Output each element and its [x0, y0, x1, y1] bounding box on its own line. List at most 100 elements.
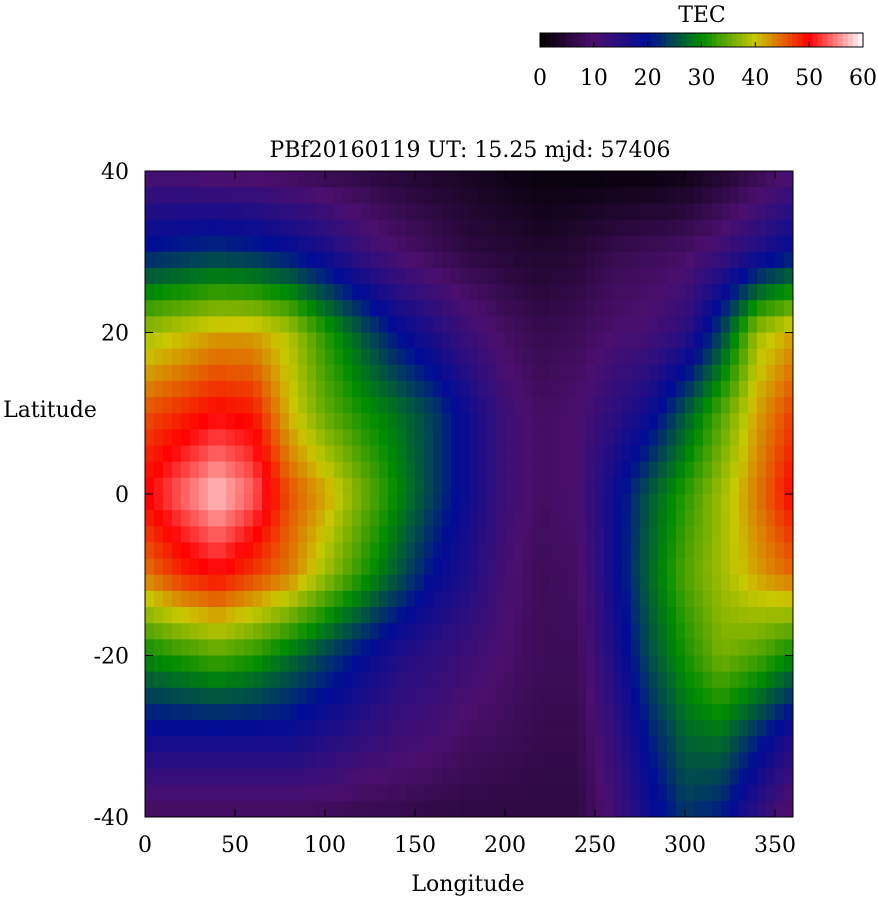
heatmap-cell — [217, 203, 227, 220]
heatmap-cell — [775, 203, 785, 220]
heatmap-cell — [748, 332, 758, 350]
heatmap-cell — [559, 171, 569, 188]
heatmap-cell — [235, 219, 245, 237]
heatmap-cell — [433, 413, 443, 430]
heatmap-cell — [379, 784, 389, 802]
heatmap-cell — [703, 768, 713, 786]
heatmap-cell — [541, 703, 551, 721]
heatmap-cell — [451, 639, 461, 656]
heatmap-cell — [550, 784, 560, 802]
heatmap-cell — [712, 348, 722, 366]
heatmap-cell — [226, 720, 236, 737]
heatmap-cell — [703, 655, 713, 673]
heatmap-cell — [208, 397, 218, 414]
heatmap-cell — [199, 413, 209, 430]
heatmap-cell — [514, 736, 524, 753]
heatmap-cell — [442, 703, 452, 721]
heatmap-cell — [334, 397, 344, 414]
heatmap-cell — [343, 526, 353, 543]
heatmap-cell — [244, 251, 254, 269]
heatmap-cell — [145, 687, 155, 705]
colorbar-swatch — [767, 33, 773, 47]
heatmap-cell — [505, 219, 515, 237]
heatmap-cell — [667, 187, 677, 204]
heatmap-cell — [613, 768, 623, 786]
heatmap-cell — [190, 316, 200, 333]
heatmap-cell — [541, 542, 551, 560]
heatmap-cell — [415, 251, 425, 269]
heatmap-cell — [460, 187, 470, 204]
heatmap-cell — [712, 768, 722, 786]
heatmap-cell — [640, 445, 650, 463]
heatmap-cell — [244, 590, 254, 608]
heatmap-cell — [622, 364, 632, 382]
heatmap-cell — [469, 768, 479, 786]
heatmap-cell — [721, 542, 731, 560]
heatmap-cell — [424, 671, 434, 689]
heatmap-cell — [757, 203, 767, 220]
heatmap-cell — [748, 429, 758, 447]
heatmap-cell — [415, 510, 425, 527]
heatmap-cell — [613, 639, 623, 656]
heatmap-cell — [694, 235, 704, 253]
heatmap-cell — [226, 445, 236, 463]
heatmap-cell — [379, 380, 389, 398]
heatmap-cell — [694, 510, 704, 527]
heatmap-cell — [325, 558, 335, 576]
heatmap-cell — [352, 623, 362, 640]
heatmap-cell — [694, 752, 704, 770]
heatmap-cell — [577, 235, 587, 253]
heatmap-cell — [433, 558, 443, 576]
heatmap-cell — [550, 768, 560, 786]
heatmap-cell — [739, 655, 749, 673]
heatmap-cell — [361, 251, 371, 269]
heatmap-cell — [487, 784, 497, 802]
heatmap-cell — [469, 526, 479, 543]
heatmap-cell — [577, 397, 587, 414]
heatmap-cell — [208, 171, 218, 188]
colorbar-swatch — [807, 33, 814, 47]
heatmap-cell — [388, 477, 398, 495]
heatmap-cell — [586, 219, 596, 237]
heatmap-cell — [658, 251, 668, 269]
heatmap-cell — [451, 494, 461, 511]
heatmap-cell — [262, 671, 272, 689]
heatmap-cell — [577, 720, 587, 737]
heatmap-cell — [532, 752, 542, 770]
heatmap-cell — [640, 284, 650, 301]
heatmap-cell — [208, 639, 218, 656]
heatmap-cell — [541, 445, 551, 463]
heatmap-cell — [316, 768, 326, 786]
heatmap-cell — [370, 477, 380, 495]
heatmap-cell — [568, 800, 578, 818]
heatmap-cell — [730, 364, 740, 382]
heatmap-cell — [217, 607, 227, 624]
heatmap-cell — [622, 187, 632, 204]
heatmap-cell — [235, 364, 245, 382]
heatmap-cell — [739, 574, 749, 592]
heatmap-cell — [199, 348, 209, 366]
heatmap-cell — [478, 752, 488, 770]
heatmap-cell — [631, 703, 641, 721]
heatmap-cell — [685, 251, 695, 269]
heatmap-cell — [361, 736, 371, 753]
heatmap-cell — [172, 171, 182, 188]
heatmap-cell — [415, 300, 425, 317]
heatmap-cell — [667, 251, 677, 269]
heatmap-cell — [469, 380, 479, 398]
heatmap-cell — [343, 720, 353, 737]
heatmap-cell — [784, 461, 794, 479]
heatmap-cell — [505, 687, 515, 705]
colorbar-swatch — [762, 33, 768, 47]
heatmap-cell — [694, 671, 704, 689]
heatmap-cell — [505, 348, 515, 366]
heatmap-cell — [757, 413, 767, 430]
heatmap-cell — [703, 187, 713, 204]
heatmap-cell — [280, 332, 290, 350]
heatmap-cell — [262, 364, 272, 382]
heatmap-cell — [613, 348, 623, 366]
heatmap-cell — [541, 380, 551, 398]
heatmap-cell — [739, 526, 749, 543]
heatmap-cell — [757, 251, 767, 269]
heatmap-cell — [685, 800, 695, 818]
